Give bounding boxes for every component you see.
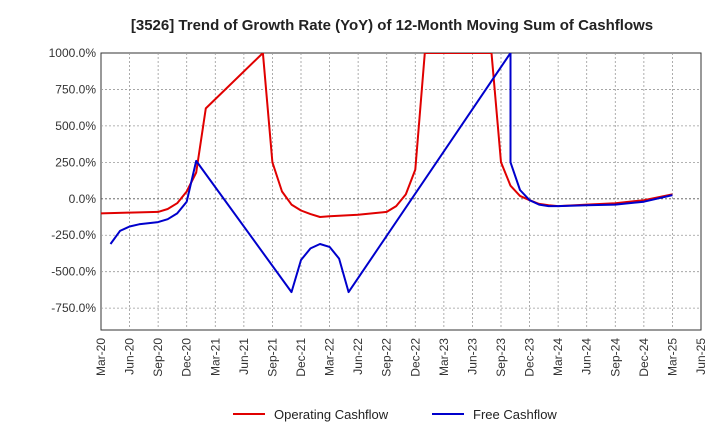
y-tick-label: 1000.0% xyxy=(49,46,97,60)
y-tick-labels: 1000.0% 750.0% 500.0% 250.0% 0.0% -250.0% -500… xyxy=(49,46,97,315)
x-tick-label: Sep-20 xyxy=(151,338,165,377)
y-tick-label: 0.0% xyxy=(69,192,97,206)
x-tick-label: Mar-24 xyxy=(551,338,565,376)
legend-label: Operating Cashflow xyxy=(274,407,389,422)
x-tick-label: Sep-22 xyxy=(380,338,394,377)
x-tick-label: Sep-23 xyxy=(494,338,508,377)
plot-area xyxy=(100,52,702,331)
y-tick-label: 750.0% xyxy=(55,82,96,96)
x-tick-label: Jun-20 xyxy=(123,338,137,375)
x-tick-label: Dec-23 xyxy=(523,338,537,377)
x-tick-label: Dec-21 xyxy=(294,338,308,377)
x-tick-label: Jun-21 xyxy=(237,338,251,375)
chart-title: [3526] Trend of Growth Rate (YoY) of 12-… xyxy=(131,17,653,34)
x-tick-label: Mar-25 xyxy=(665,338,679,376)
x-tick-label: Mar-21 xyxy=(208,338,222,376)
x-tick-label: Jun-24 xyxy=(580,338,594,375)
y-tick-label: 250.0% xyxy=(55,155,96,169)
x-tick-label: Mar-22 xyxy=(323,338,337,376)
x-tick-label: Mar-20 xyxy=(94,338,108,376)
x-tick-label: Mar-23 xyxy=(437,338,451,376)
y-tick-label: 500.0% xyxy=(55,119,96,133)
legend: Operating Cashflow Free Cashflow xyxy=(233,407,557,422)
x-tick-label: Dec-24 xyxy=(637,338,651,377)
x-tick-label: Sep-21 xyxy=(265,338,279,377)
x-tick-label: Dec-22 xyxy=(408,338,422,377)
x-tick-label: Jun-22 xyxy=(351,338,365,375)
y-tick-label: -500.0% xyxy=(51,265,96,279)
x-tick-labels: Mar-20 Jun-20 Sep-20 Dec-20 Mar-21 Jun-21 Sep-… xyxy=(94,338,708,377)
y-tick-label: -750.0% xyxy=(51,301,96,315)
x-tick-label: Jun-25 xyxy=(694,338,708,375)
y-gridlines xyxy=(101,89,701,309)
x-tick-label: Jun-23 xyxy=(465,338,479,375)
x-tick-label: Sep-24 xyxy=(608,338,622,377)
series-lines xyxy=(101,53,673,294)
legend-label: Free Cashflow xyxy=(473,407,557,422)
y-tick-label: -250.0% xyxy=(51,228,96,242)
series-line-free-cashflow xyxy=(109,53,673,294)
x-tick-label: Dec-20 xyxy=(180,338,194,377)
